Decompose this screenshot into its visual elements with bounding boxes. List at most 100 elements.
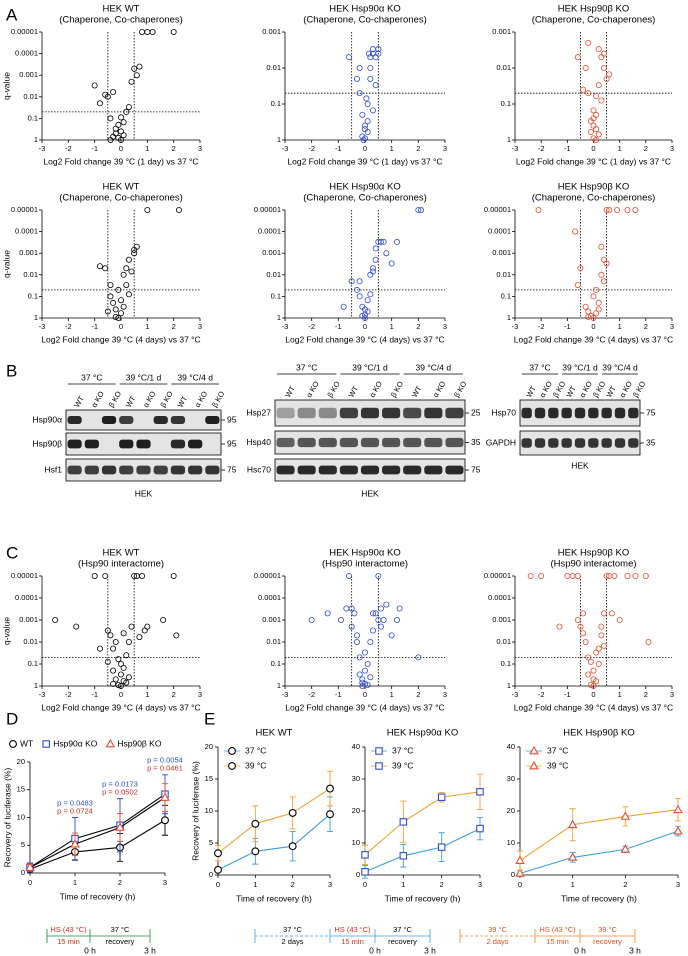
data-point xyxy=(107,115,114,122)
data-point xyxy=(598,97,605,104)
data-point xyxy=(572,228,579,235)
data-point xyxy=(585,314,592,321)
data-point xyxy=(120,678,127,685)
data-point xyxy=(632,206,639,213)
data-point xyxy=(415,654,422,661)
data-point xyxy=(590,107,597,114)
data-point xyxy=(587,658,594,665)
timeline-stage: HS (43 °C) xyxy=(539,925,576,934)
blot-marker: 95 xyxy=(227,438,237,448)
x-tick-label: -3 xyxy=(39,144,46,153)
data-point xyxy=(131,573,138,580)
x-tick-label: 2 xyxy=(644,144,648,153)
x-tick-label: -3 xyxy=(39,322,46,331)
x-tick-label: 2 xyxy=(172,144,176,153)
x-tick-label: 2 xyxy=(416,144,420,153)
y-tick-label: 40 xyxy=(507,742,515,751)
data-point xyxy=(417,206,424,213)
x-tick-label: 0 xyxy=(591,690,595,699)
x-tick-label: -1 xyxy=(91,322,98,331)
y-tick-label: 0.1 xyxy=(271,291,281,300)
data-point xyxy=(118,297,125,304)
x-tick-label: -2 xyxy=(538,322,545,331)
data-point xyxy=(123,652,130,659)
x-tick-label: -2 xyxy=(65,322,72,331)
data-point xyxy=(577,623,584,630)
data-point xyxy=(96,100,103,107)
chart-title: HEK WT xyxy=(103,548,140,559)
timeline-stage: 39 °C xyxy=(488,925,507,934)
data-point xyxy=(598,271,605,278)
data-point xyxy=(590,683,597,690)
data-point xyxy=(118,136,125,143)
timeline-duration: recovery xyxy=(593,937,622,946)
data-point xyxy=(673,826,683,835)
data-point xyxy=(582,65,589,72)
x-tick-label: -1 xyxy=(335,322,342,331)
data-point xyxy=(361,306,368,313)
blot-header: 39 °C/1 d xyxy=(352,362,388,372)
blot-caption: HEK xyxy=(135,488,153,498)
x-tick-label: -2 xyxy=(308,690,315,699)
timeline-stage: 37 °C xyxy=(111,925,130,934)
y-tick-label: 0.00001 xyxy=(484,571,511,580)
data-point xyxy=(377,238,384,245)
data-point xyxy=(377,623,384,630)
data-point xyxy=(388,260,395,267)
data-point xyxy=(595,46,602,53)
y-tick-label: 0.01 xyxy=(266,63,281,72)
blot-band xyxy=(297,465,316,475)
data-point xyxy=(115,656,122,663)
series-line xyxy=(364,828,481,873)
blot-band xyxy=(360,437,380,448)
y-tick-label: 1 xyxy=(507,135,511,144)
data-point xyxy=(214,865,222,874)
data-point xyxy=(361,851,369,859)
blot-band xyxy=(170,465,186,475)
data-point xyxy=(603,206,610,213)
data-point xyxy=(170,28,177,35)
blot-band xyxy=(136,439,151,449)
legend-symbol xyxy=(105,738,116,748)
x-tick-label: -3 xyxy=(512,690,519,699)
data-point xyxy=(326,784,334,793)
data-point xyxy=(590,667,597,674)
x-tick-label: 3 xyxy=(443,690,447,699)
data-point xyxy=(160,792,170,801)
legend-symbol xyxy=(375,762,383,770)
y-tick-label: 0.01 xyxy=(496,63,511,72)
data-point xyxy=(642,573,649,580)
series-line xyxy=(29,797,166,868)
p-value: p = 0.0173 xyxy=(102,780,138,789)
data-point xyxy=(115,822,125,831)
p-value: p = 0.0483 xyxy=(57,798,93,807)
blot-header: 39 °C/1 d xyxy=(126,372,162,382)
y-tick-label: 0.00001 xyxy=(11,205,38,214)
data-point xyxy=(476,824,484,833)
data-point xyxy=(673,804,683,814)
x-tick-label: -1 xyxy=(564,144,571,153)
blot-band xyxy=(84,465,99,475)
y-tick-label: 10 xyxy=(352,838,360,847)
data-point xyxy=(326,810,334,819)
data-point xyxy=(356,293,363,300)
blot-band xyxy=(318,407,337,419)
y-tick-label: 20 xyxy=(352,806,360,815)
chart-subtitle: (Hsp90 interactome) xyxy=(322,559,408,570)
timeline-start: 0 h xyxy=(369,945,381,955)
x-tick-label: -1 xyxy=(91,690,98,699)
legend-label: WT xyxy=(20,738,33,748)
blot-row-label: Hsp40 xyxy=(246,437,271,447)
x-axis-label: Log2 Fold change 39 °C (4 days) vs 37 °C xyxy=(41,702,200,712)
chart-subtitle: (Chaperone, Co-chaperones) xyxy=(532,193,656,204)
legend-label: 37 °C xyxy=(392,745,413,755)
x-tick-label: 0 xyxy=(119,322,123,331)
timeline-start: 0 h xyxy=(574,945,586,955)
data-point xyxy=(107,282,114,289)
x-tick-label: 0 xyxy=(363,322,367,331)
legend-label: 39 °C xyxy=(392,760,413,770)
blot-band xyxy=(318,465,337,475)
data-point xyxy=(360,136,367,143)
legend-symbol xyxy=(228,747,236,755)
data-point xyxy=(361,649,368,656)
